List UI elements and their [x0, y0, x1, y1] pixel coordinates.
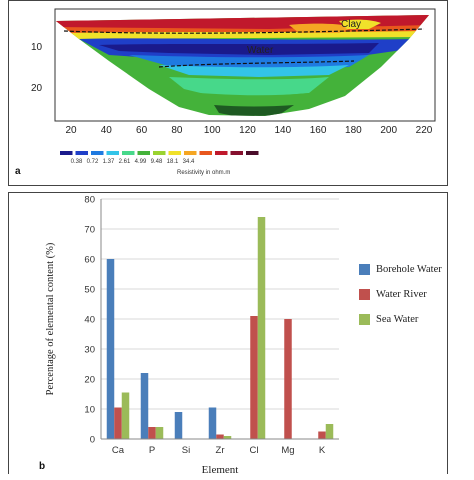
scale-value-label: 1.37 [103, 159, 115, 165]
scale-swatch [184, 151, 197, 155]
distance-tick-label: 140 [274, 125, 291, 136]
x-tick-label: K [319, 445, 326, 456]
bar-sea-water [121, 392, 130, 439]
resistivity-color-scale: 0.38 0.72 1.37 2.61 4.99 9.48 18.1 34.4 [60, 151, 259, 165]
bar-borehole-water [140, 373, 149, 439]
depth-axis: 10 20 [31, 42, 43, 94]
bar-sea-water [155, 427, 164, 439]
scale-value-label: 0.38 [71, 159, 83, 165]
x-tick-label: Zr [216, 445, 225, 456]
bar-water-river [114, 407, 122, 439]
distance-tick-label: 220 [416, 125, 433, 136]
scale-label: Resistivity in ohm.m [177, 170, 230, 176]
distance-tick-label: 160 [310, 125, 327, 136]
y-tick-label: 30 [84, 345, 95, 356]
depth-tick-label: 20 [31, 83, 43, 94]
y-tick-label: 60 [84, 255, 95, 266]
bar-borehole-water [106, 259, 115, 439]
resistivity-panel: Clay Water 10 20 20 40 60 80 100 120 140 160 180… [8, 0, 448, 186]
scale-swatch [122, 151, 135, 155]
y-axis-label: Percentage of elemental content (%) [45, 242, 56, 395]
scale-value-label: 34.4 [183, 159, 195, 165]
upper-boundary-line [63, 28, 425, 34]
legend-label: Borehole Water [376, 263, 442, 275]
distance-tick-label: 60 [136, 125, 148, 136]
y-tick-label: 50 [84, 285, 95, 296]
x-tick-label: Ca [112, 445, 125, 456]
scale-value-label: 4.99 [135, 159, 147, 165]
chart-legend: Borehole Water Water River Sea Water [359, 261, 451, 336]
scale-value-label: 18.1 [167, 159, 179, 165]
distance-tick-label: 180 [345, 125, 362, 136]
y-tick-label: 10 [84, 405, 95, 416]
resistivity-layers [56, 15, 429, 116]
resistivity-section: Clay Water 10 20 20 40 60 80 100 120 140 160 180… [31, 8, 436, 176]
legend-swatch [359, 313, 370, 325]
x-tick-label: Cl [250, 445, 259, 456]
panel-label-b: b [39, 461, 46, 472]
layer-label-clay: Clay [341, 19, 361, 30]
element-chart-panel: 0 10 20 30 40 50 60 70 80 Ca P Si Zr Cl Mg K Percentage… [8, 192, 451, 476]
depth-tick-label: 10 [31, 42, 43, 53]
distance-axis: 20 40 60 80 100 120 140 160 180 200 220 [65, 125, 432, 136]
lower-boundary-line [158, 60, 355, 68]
y-tick-label: 0 [90, 435, 95, 446]
legend-label: Sea Water [376, 313, 419, 325]
element-bar-chart: 0 10 20 30 40 50 60 70 80 Ca P Si Zr Cl Mg K Percentage… [45, 195, 339, 476]
bar-water-river [250, 316, 258, 439]
scale-swatch [199, 151, 212, 155]
scale-swatch [137, 151, 150, 155]
bar-water-river [216, 434, 224, 439]
legend-swatch [359, 288, 370, 300]
y-tick-label: 70 [84, 225, 95, 236]
legend-item: Borehole Water [359, 261, 451, 277]
bar-water-river [284, 319, 292, 439]
legend-item: Sea Water [359, 311, 451, 327]
x-tick-label: P [149, 445, 155, 456]
legend-label: Water River [376, 288, 427, 300]
scale-swatch [246, 151, 259, 155]
scale-swatch [75, 151, 88, 155]
bar-sea-water [325, 424, 334, 439]
distance-tick-label: 80 [171, 125, 183, 136]
scale-swatch [153, 151, 166, 155]
scale-swatch [168, 151, 181, 155]
bar-borehole-water [174, 412, 183, 439]
bar-borehole-water [208, 407, 217, 439]
distance-tick-label: 120 [239, 125, 256, 136]
legend-swatch [359, 263, 370, 275]
distance-tick-label: 100 [204, 125, 221, 136]
y-tick-label: 40 [84, 315, 95, 326]
scale-value-label: 0.72 [87, 159, 99, 165]
bar-sea-water [223, 436, 232, 439]
scale-swatch [230, 151, 243, 155]
bar-water-river [148, 427, 156, 439]
distance-tick-label: 20 [65, 125, 77, 136]
scale-value-label: 2.61 [119, 159, 131, 165]
distance-tick-label: 200 [380, 125, 397, 136]
x-tick-label: Si [182, 445, 190, 456]
panel-label-a: a [15, 166, 21, 177]
scale-swatch [60, 151, 73, 155]
y-tick-label: 20 [84, 375, 95, 386]
legend-item: Water River [359, 286, 451, 302]
scale-swatch [106, 151, 119, 155]
scale-swatch [91, 151, 104, 155]
y-tick-label: 80 [84, 195, 95, 206]
bar-sea-water [257, 217, 266, 439]
layer-label-water: Water [247, 45, 274, 56]
section-frame [54, 8, 436, 122]
scale-swatch [215, 151, 228, 155]
bar-water-river [318, 431, 326, 439]
x-tick-label: Mg [281, 445, 294, 456]
distance-tick-label: 40 [101, 125, 113, 136]
scale-value-label: 9.48 [151, 159, 163, 165]
x-axis-label: Element [202, 464, 239, 475]
